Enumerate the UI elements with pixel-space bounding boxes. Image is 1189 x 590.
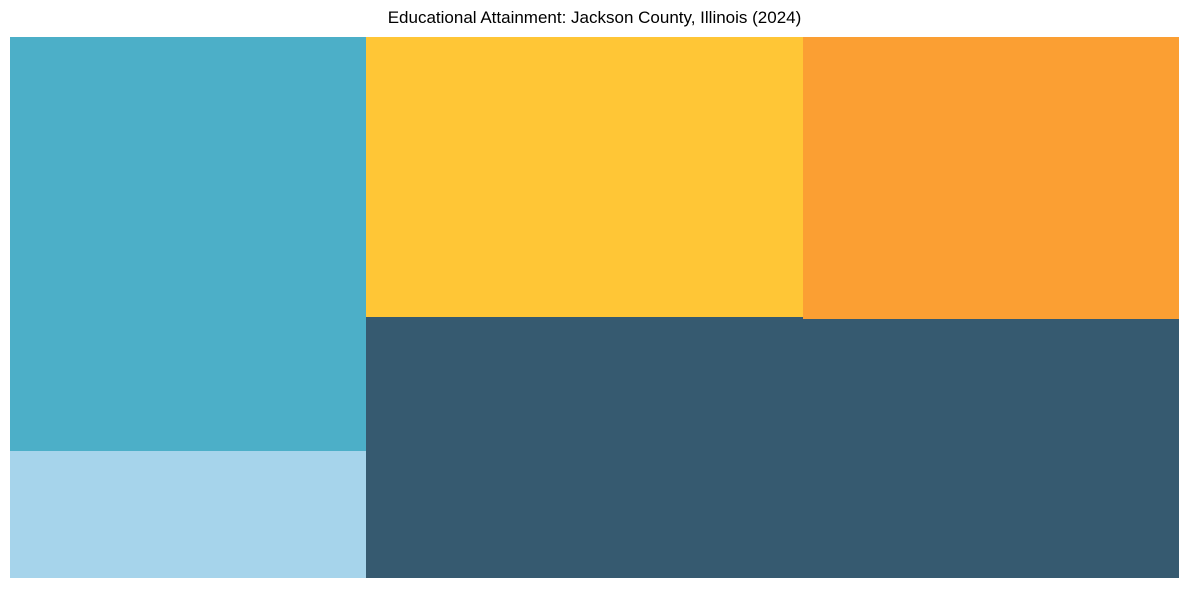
treemap-tile-light-blue bbox=[10, 451, 366, 578]
treemap-chart bbox=[10, 37, 1179, 578]
treemap-tile-orange bbox=[803, 37, 1179, 320]
treemap-tile-yellow bbox=[365, 37, 804, 317]
treemap-tile-teal bbox=[10, 37, 366, 452]
treemap-tile-dark-slate bbox=[365, 316, 1179, 578]
chart-title: Educational Attainment: Jackson County, … bbox=[387, 8, 802, 27]
